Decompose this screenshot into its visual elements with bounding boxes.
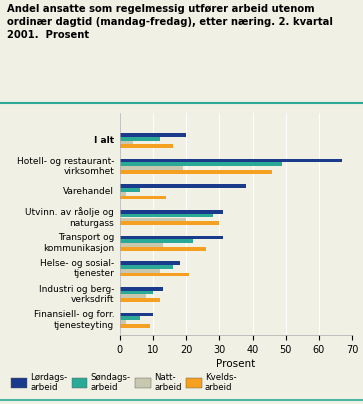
Bar xyxy=(120,166,183,170)
Bar xyxy=(120,316,140,320)
Bar xyxy=(120,320,126,324)
Bar xyxy=(120,137,160,141)
Bar xyxy=(120,196,166,200)
Bar xyxy=(120,269,160,273)
Bar xyxy=(120,170,273,174)
Bar xyxy=(120,236,223,239)
Bar xyxy=(120,184,246,188)
Bar xyxy=(120,287,163,290)
Bar xyxy=(120,162,282,166)
Bar xyxy=(120,141,133,144)
Bar xyxy=(120,261,180,265)
Bar xyxy=(120,133,186,137)
X-axis label: Prosent: Prosent xyxy=(216,359,256,369)
Bar xyxy=(120,295,146,298)
Bar xyxy=(120,324,150,328)
Bar xyxy=(120,192,126,196)
Bar xyxy=(120,298,160,302)
Bar xyxy=(120,273,189,276)
Bar xyxy=(120,210,223,214)
Bar xyxy=(120,265,173,269)
Bar xyxy=(120,247,206,251)
Text: Andel ansatte som regelmessig utfører arbeid utenom
ordinær dagtid (mandag-freda: Andel ansatte som regelmessig utfører ar… xyxy=(7,4,333,40)
Bar xyxy=(120,240,193,243)
Bar xyxy=(120,290,153,295)
Bar xyxy=(120,218,186,221)
Bar xyxy=(120,159,342,162)
Bar xyxy=(120,214,213,217)
Bar xyxy=(120,145,173,148)
Bar xyxy=(120,188,140,192)
Bar xyxy=(120,221,219,225)
Bar xyxy=(120,313,153,316)
Bar xyxy=(120,243,163,247)
Legend: Lørdags-
arbeid, Søndags-
arbeid, Natt-
arbeid, Kvelds-
arbeid: Lørdags- arbeid, Søndags- arbeid, Natt- … xyxy=(8,369,240,396)
